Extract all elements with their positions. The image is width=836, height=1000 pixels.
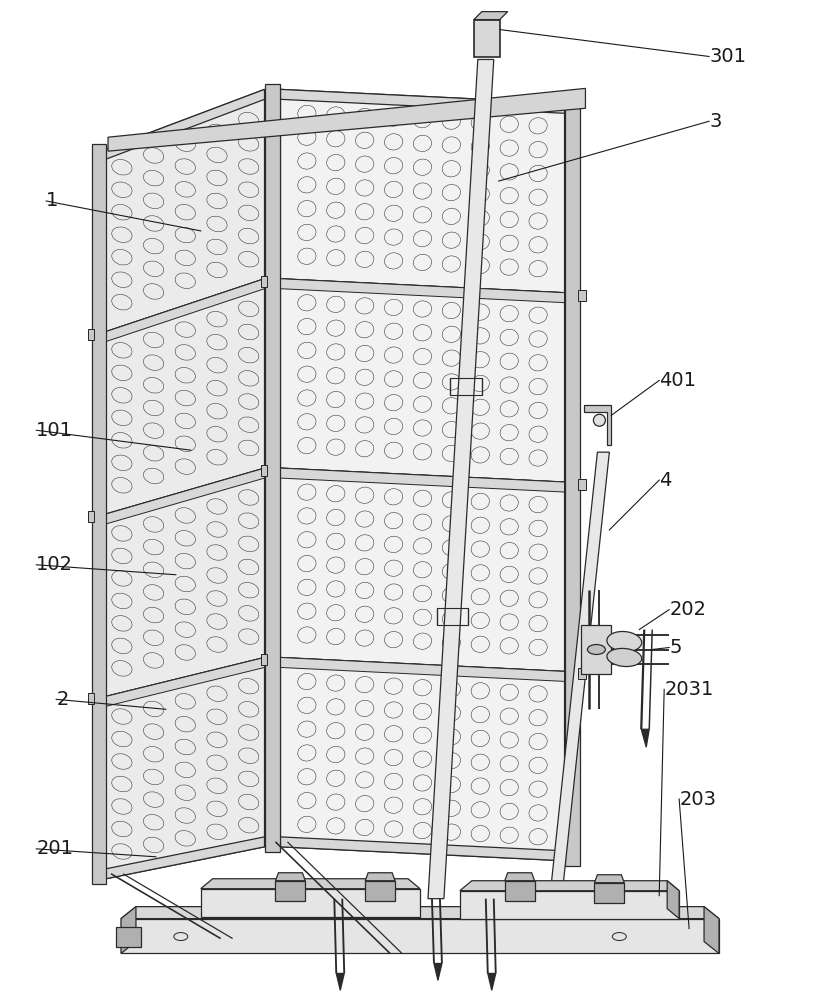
Polygon shape <box>459 881 678 891</box>
Polygon shape <box>260 465 266 476</box>
Polygon shape <box>106 837 264 879</box>
Polygon shape <box>594 883 624 903</box>
Text: 203: 203 <box>678 790 716 809</box>
Polygon shape <box>121 907 718 919</box>
Ellipse shape <box>587 645 604 654</box>
Polygon shape <box>106 468 264 696</box>
Text: 202: 202 <box>668 600 706 619</box>
Polygon shape <box>427 59 493 899</box>
Text: 2: 2 <box>56 690 69 709</box>
Polygon shape <box>88 329 94 340</box>
Text: 1: 1 <box>46 191 59 210</box>
Polygon shape <box>280 837 563 861</box>
Text: 102: 102 <box>36 555 74 574</box>
Ellipse shape <box>606 631 641 652</box>
Polygon shape <box>563 98 580 866</box>
Polygon shape <box>201 879 420 889</box>
Polygon shape <box>108 88 584 151</box>
Text: 2031: 2031 <box>664 680 713 699</box>
Polygon shape <box>106 279 264 342</box>
Polygon shape <box>280 89 563 293</box>
Text: 401: 401 <box>659 371 696 390</box>
Polygon shape <box>121 907 135 953</box>
Polygon shape <box>473 20 499 57</box>
Text: 5: 5 <box>668 638 681 657</box>
Polygon shape <box>584 405 610 445</box>
Text: 3: 3 <box>708 112 721 131</box>
Polygon shape <box>106 89 264 332</box>
Polygon shape <box>581 625 610 674</box>
Polygon shape <box>578 668 586 679</box>
Polygon shape <box>280 468 563 671</box>
Polygon shape <box>201 889 420 917</box>
Text: 101: 101 <box>36 421 74 440</box>
Polygon shape <box>121 919 718 953</box>
Polygon shape <box>88 511 94 522</box>
Polygon shape <box>280 279 563 303</box>
Polygon shape <box>106 89 264 159</box>
Polygon shape <box>703 907 718 953</box>
Polygon shape <box>280 468 563 492</box>
Polygon shape <box>578 290 586 301</box>
Polygon shape <box>504 881 534 901</box>
Polygon shape <box>106 657 264 879</box>
Polygon shape <box>116 927 140 947</box>
Text: 201: 201 <box>36 839 74 858</box>
Ellipse shape <box>606 648 641 667</box>
Polygon shape <box>264 84 280 852</box>
Polygon shape <box>106 468 264 524</box>
Polygon shape <box>260 276 266 287</box>
Text: 4: 4 <box>659 471 670 490</box>
Polygon shape <box>578 479 586 490</box>
Polygon shape <box>547 452 609 919</box>
Polygon shape <box>364 881 395 901</box>
Polygon shape <box>92 144 106 884</box>
Polygon shape <box>260 654 266 665</box>
Polygon shape <box>336 973 344 990</box>
Polygon shape <box>280 89 563 113</box>
Polygon shape <box>504 873 534 881</box>
Ellipse shape <box>593 414 604 426</box>
Polygon shape <box>594 875 624 883</box>
Polygon shape <box>106 279 264 514</box>
Polygon shape <box>459 891 678 919</box>
Polygon shape <box>275 881 305 901</box>
Polygon shape <box>88 693 94 704</box>
Polygon shape <box>280 279 563 482</box>
Polygon shape <box>473 12 507 20</box>
Text: 301: 301 <box>708 47 745 66</box>
Polygon shape <box>487 973 495 990</box>
Polygon shape <box>364 873 395 881</box>
Polygon shape <box>275 873 305 881</box>
Polygon shape <box>433 963 441 980</box>
Polygon shape <box>106 657 264 706</box>
Polygon shape <box>280 657 563 681</box>
Polygon shape <box>640 729 649 747</box>
Polygon shape <box>666 881 678 919</box>
Polygon shape <box>280 657 563 861</box>
